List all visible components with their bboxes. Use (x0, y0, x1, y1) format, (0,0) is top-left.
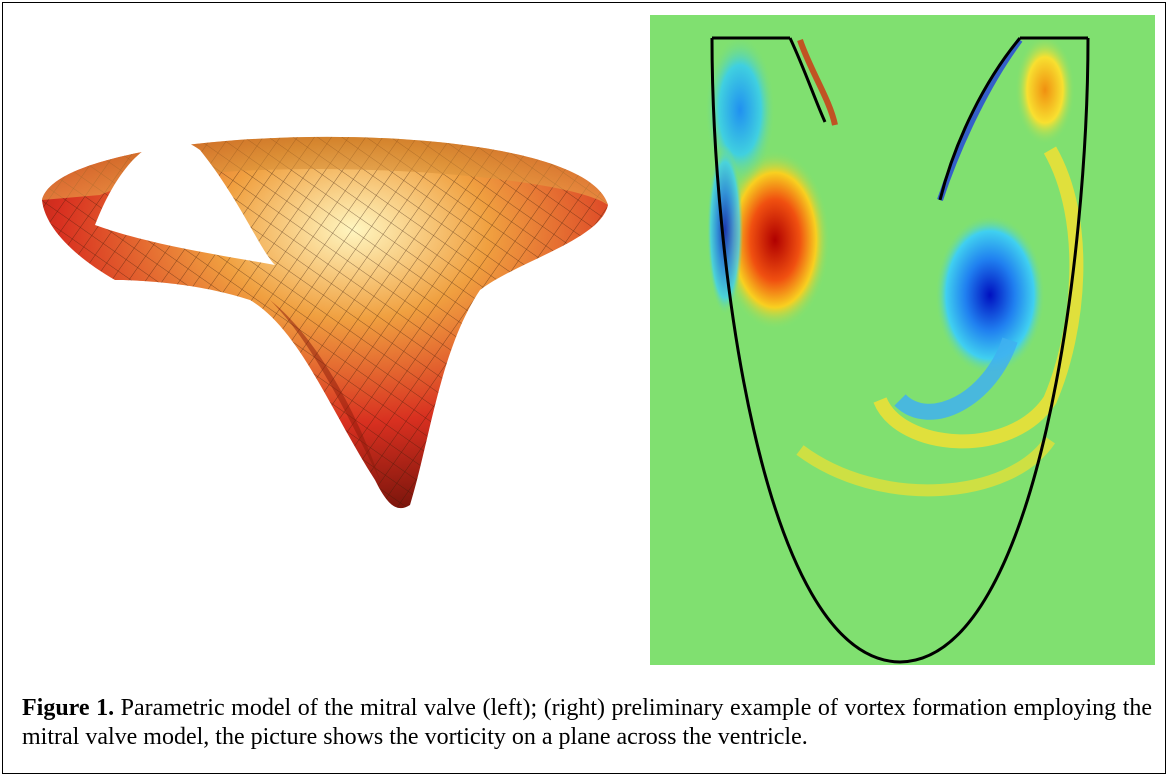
figure-label: Figure 1. (22, 695, 114, 721)
vorticity-plot (650, 15, 1155, 665)
figure-caption: Figure 1. Parametric model of the mitral… (22, 694, 1152, 752)
valve-surface (42, 137, 608, 508)
caption-text: Parametric model of the mitral valve (le… (22, 695, 1152, 750)
figure-images (0, 0, 1170, 690)
page: Figure 1. Parametric model of the mitral… (0, 0, 1170, 778)
